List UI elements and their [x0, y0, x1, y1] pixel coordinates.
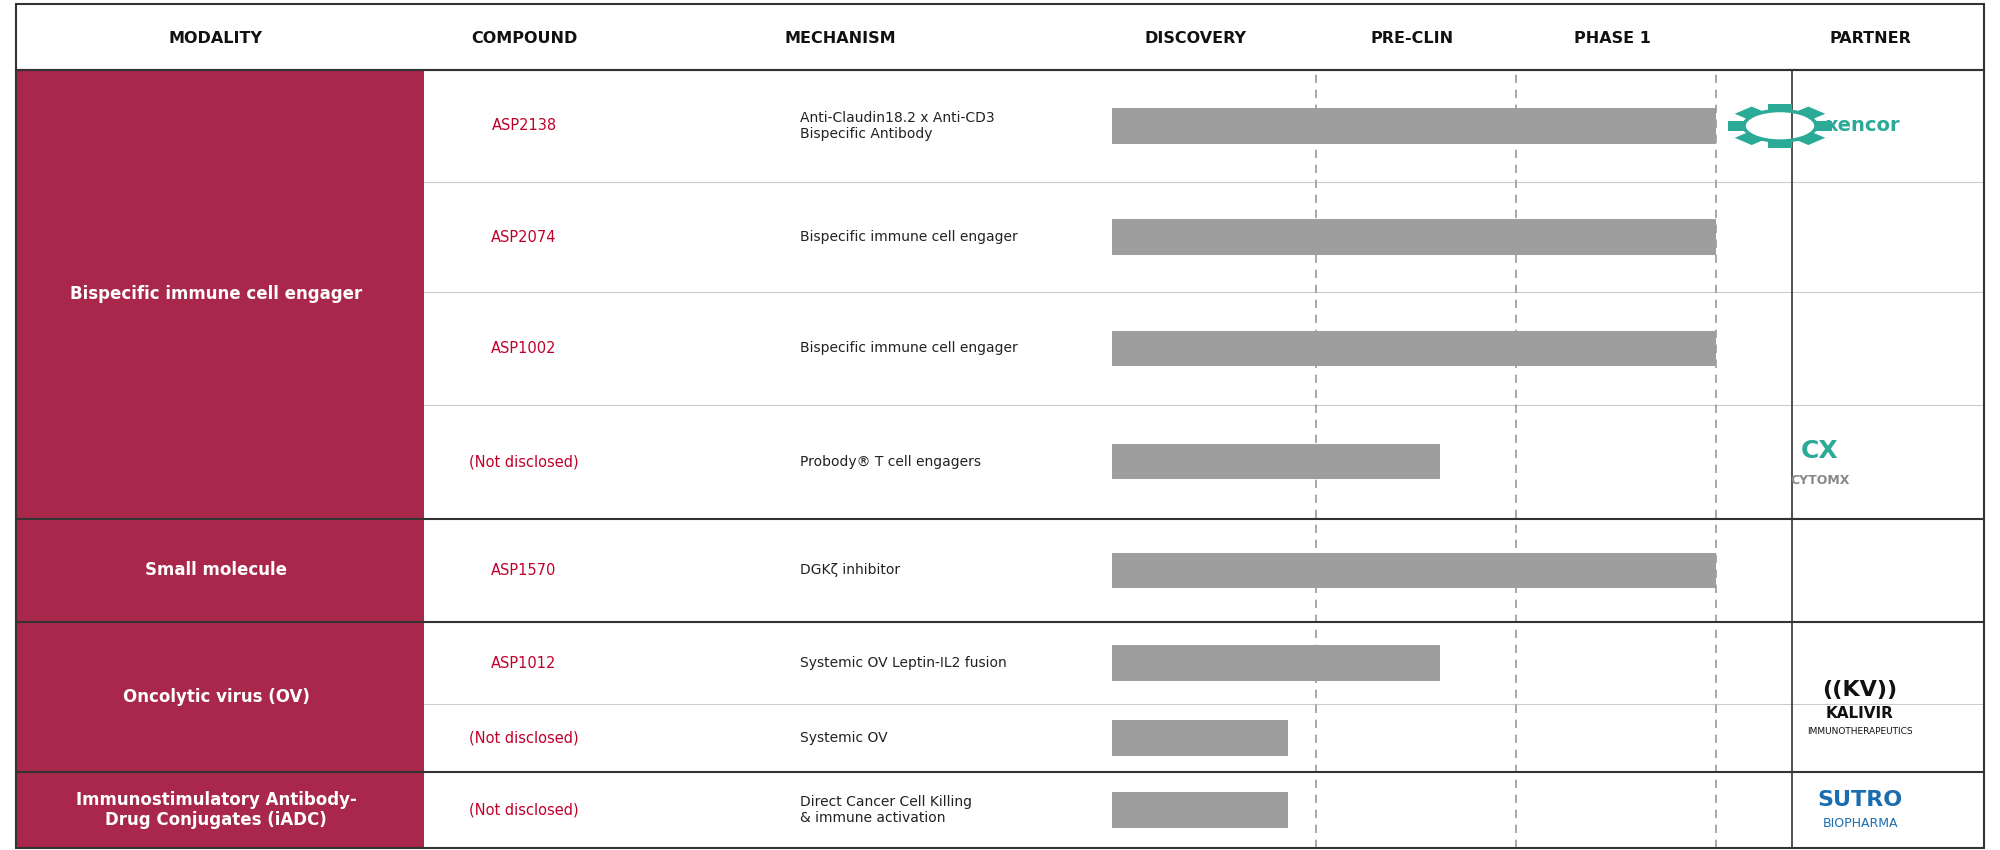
Bar	[1728, 121, 1744, 131]
Text: Immunostimulatory Antibody-
Drug Conjugates (iADC): Immunostimulatory Antibody- Drug Conjuga…	[76, 790, 356, 830]
Text: Small molecule: Small molecule	[144, 561, 288, 580]
Text: Systemic OV: Systemic OV	[800, 731, 888, 745]
Bar	[1112, 552, 1716, 588]
Bar	[1768, 141, 1792, 148]
Bar	[16, 772, 424, 848]
Bar	[1112, 720, 1288, 756]
Text: ASP1012: ASP1012	[492, 655, 556, 671]
Bar	[1112, 645, 1440, 681]
Text: PRE-CLIN: PRE-CLIN	[1370, 31, 1454, 46]
Text: CX: CX	[1802, 439, 1838, 463]
Bar	[1768, 104, 1792, 111]
Bar	[1796, 133, 1826, 145]
Text: ASP1570: ASP1570	[492, 563, 556, 578]
Bar	[1112, 444, 1440, 479]
Text: Bispecific immune cell engager: Bispecific immune cell engager	[800, 342, 1018, 355]
Bar	[1112, 331, 1716, 366]
Text: Oncolytic virus (OV): Oncolytic virus (OV)	[122, 688, 310, 706]
Text: ASP2074: ASP2074	[492, 230, 556, 245]
Bar	[1112, 219, 1716, 255]
Text: BIOPHARMA: BIOPHARMA	[1822, 817, 1898, 830]
Text: Systemic OV Leptin-IL2 fusion: Systemic OV Leptin-IL2 fusion	[800, 656, 1006, 670]
Text: SUTRO: SUTRO	[1818, 790, 1902, 810]
Text: (Not disclosed): (Not disclosed)	[470, 802, 578, 818]
Bar	[1796, 106, 1826, 119]
Text: KALIVIR: KALIVIR	[1826, 706, 1894, 722]
Text: Bispecific immune cell engager: Bispecific immune cell engager	[70, 285, 362, 303]
Bar	[1734, 106, 1764, 119]
Text: CYTOMX: CYTOMX	[1790, 473, 1850, 487]
Bar	[16, 622, 424, 772]
Text: (Not disclosed): (Not disclosed)	[470, 730, 578, 745]
Text: PARTNER: PARTNER	[1830, 31, 1910, 46]
Text: IMMUNOTHERAPEUTICS: IMMUNOTHERAPEUTICS	[1808, 727, 1912, 735]
Bar	[1112, 108, 1716, 144]
Text: ASP1002: ASP1002	[492, 341, 556, 356]
Bar	[1734, 133, 1764, 145]
Text: Direct Cancer Cell Killing
& immune activation: Direct Cancer Cell Killing & immune acti…	[800, 795, 972, 825]
Text: MECHANISM: MECHANISM	[784, 31, 896, 46]
Bar	[16, 518, 424, 622]
Text: MODALITY: MODALITY	[168, 31, 264, 46]
Text: Bispecific immune cell engager: Bispecific immune cell engager	[800, 230, 1018, 244]
Text: COMPOUND: COMPOUND	[470, 31, 578, 46]
Bar	[1816, 121, 1832, 131]
Text: DGKζ inhibitor: DGKζ inhibitor	[800, 564, 900, 577]
Text: (Not disclosed): (Not disclosed)	[470, 454, 578, 469]
Bar	[16, 70, 424, 518]
Bar	[1112, 792, 1288, 828]
Text: ((KV)): ((KV))	[1822, 680, 1898, 700]
Text: Probody® T cell engagers: Probody® T cell engagers	[800, 455, 980, 468]
Text: PHASE 1: PHASE 1	[1574, 31, 1650, 46]
Text: ASP2138: ASP2138	[492, 118, 556, 133]
Text: xencor: xencor	[1826, 116, 1900, 135]
Text: DISCOVERY: DISCOVERY	[1144, 31, 1248, 46]
Text: Anti-Claudin18.2 x Anti-CD3
Bispecific Antibody: Anti-Claudin18.2 x Anti-CD3 Bispecific A…	[800, 110, 994, 141]
